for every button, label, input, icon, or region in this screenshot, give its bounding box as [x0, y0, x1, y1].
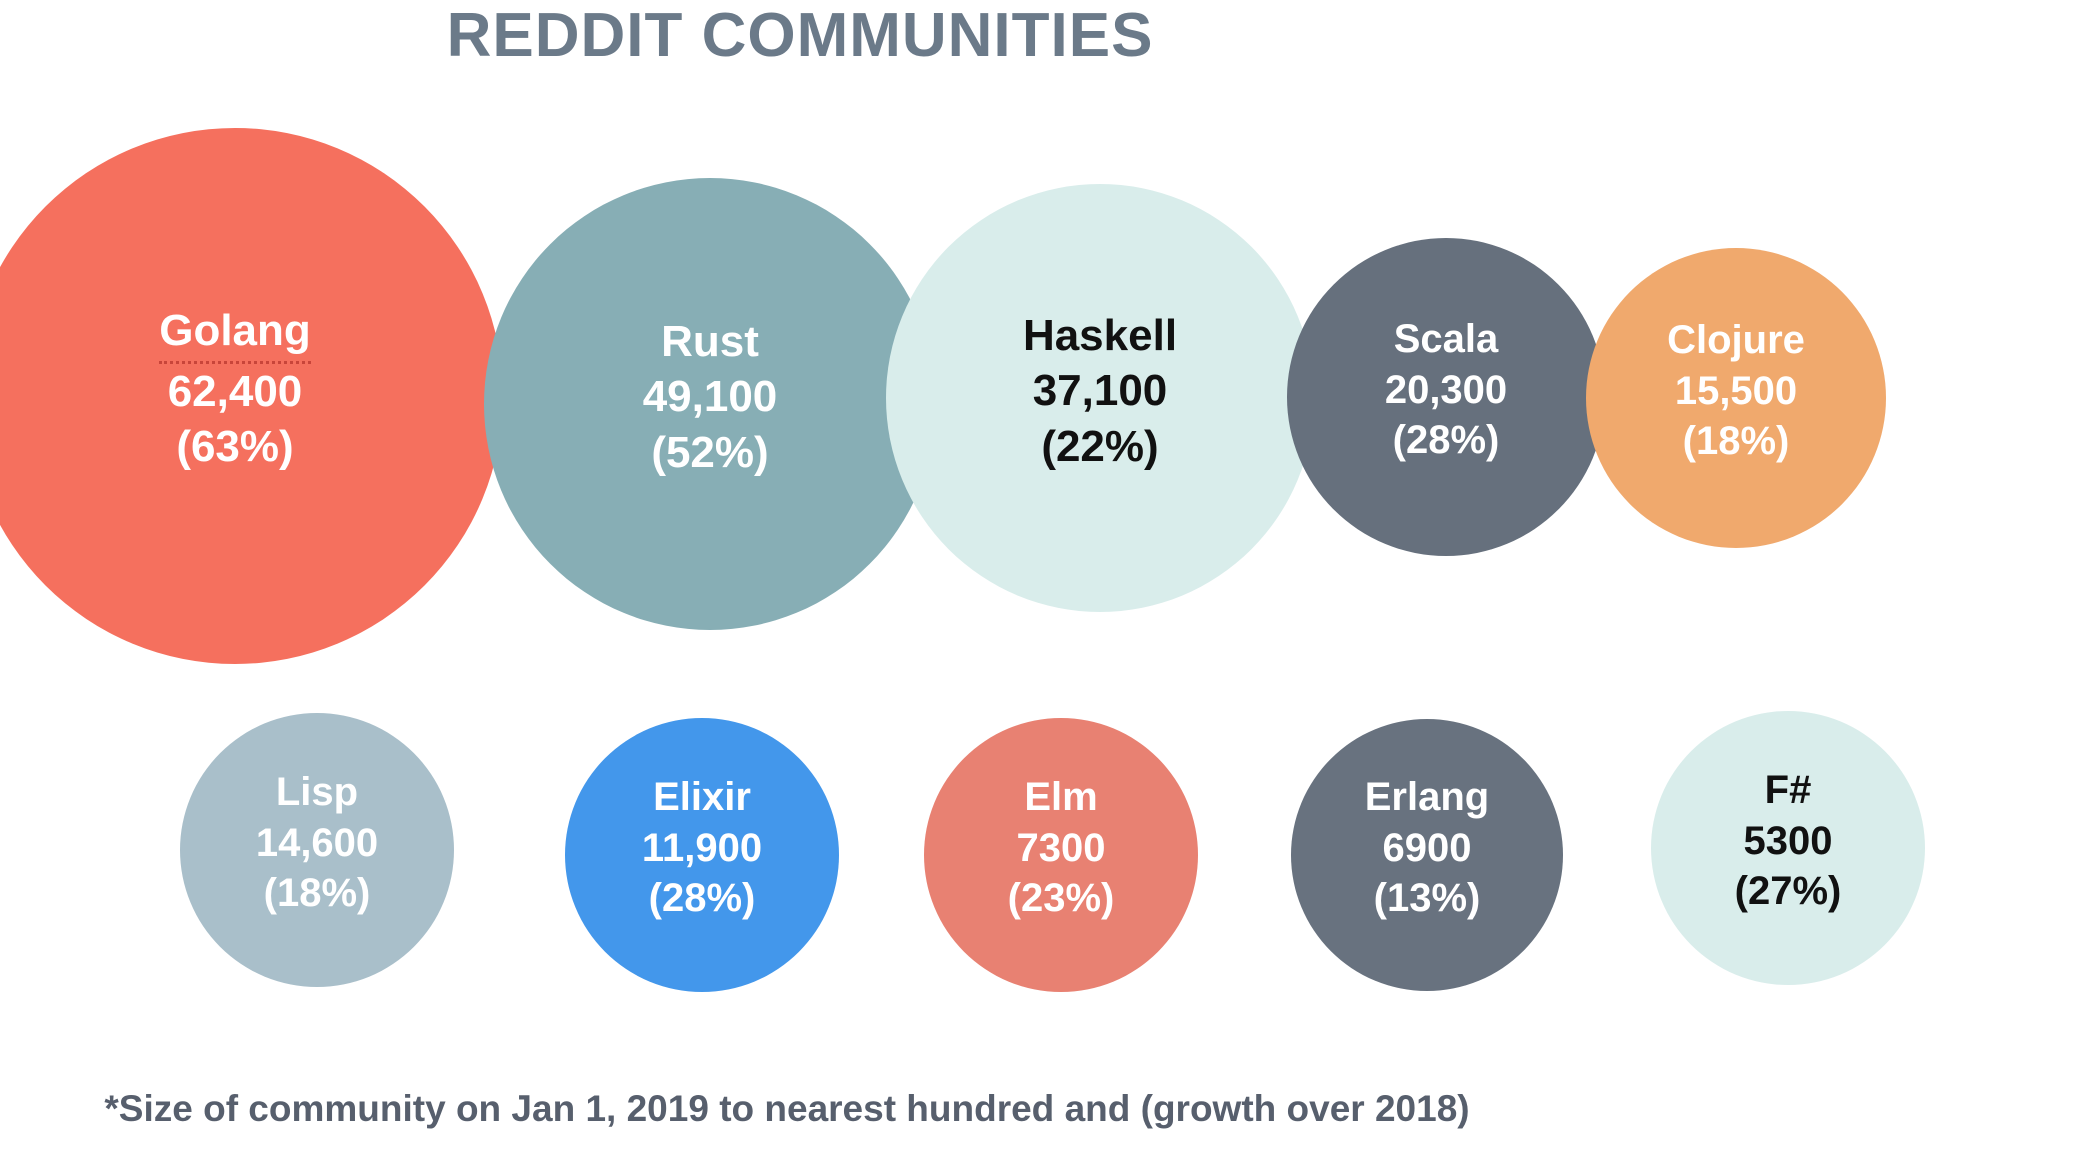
- bubble-label: Elixir: [653, 775, 751, 820]
- bubble-growth: (13%): [1373, 876, 1481, 921]
- bubble-label: F#: [1764, 768, 1812, 813]
- chart-title: REDDIT COMMUNITIES: [446, 1, 1154, 70]
- bubble-label: Rust: [661, 316, 759, 366]
- bubble-members: 14,600: [255, 820, 379, 865]
- footnote: *Size of community on Jan 1, 2019 to nea…: [104, 1088, 1470, 1129]
- bubble-elm: Elm 7300 (23%): [924, 718, 1198, 992]
- bubble-members: 37,100: [1032, 366, 1168, 416]
- bubble-f: F# 5300 (27%): [1651, 711, 1925, 985]
- bubble-haskell: Haskell 37,100 (22%): [886, 184, 1314, 612]
- bubble-growth: (18%): [263, 871, 371, 916]
- bubble-label: Haskell: [1022, 310, 1178, 360]
- bubble-members: 20,300: [1384, 367, 1508, 412]
- bubble-growth: (22%): [1041, 421, 1159, 471]
- bubble-members: 7300: [1016, 825, 1106, 870]
- bubble-rust: Rust 49,100 (52%): [484, 178, 936, 630]
- bubble-growth: (27%): [1734, 869, 1842, 914]
- bubble-growth: (63%): [176, 422, 294, 472]
- bubble-members: 5300: [1743, 818, 1833, 863]
- bubble-lisp: Lisp 14,600 (18%): [180, 713, 454, 987]
- bubble-growth: (28%): [1392, 418, 1500, 463]
- bubble-scala: Scala 20,300 (28%): [1287, 238, 1605, 556]
- bubble-growth: (28%): [648, 876, 756, 921]
- bubble-growth: (52%): [651, 427, 769, 477]
- bubble-label: Elm: [1024, 775, 1098, 820]
- bubble-erlang: Erlang 6900 (13%): [1291, 719, 1563, 991]
- bubble-label: Golang: [159, 303, 311, 364]
- bubble-elixir: Elixir 11,900 (28%): [565, 718, 839, 992]
- bubble-members: 49,100: [642, 372, 778, 422]
- bubble-clojure: Clojure 15,500 (18%): [1586, 248, 1886, 548]
- bubble-label: Scala: [1393, 317, 1499, 362]
- bubble-label: Clojure: [1667, 318, 1805, 363]
- bubble-golang: Golang 62,400 (63%): [0, 128, 503, 664]
- bubble-members: 62,400: [167, 366, 303, 416]
- bubble-growth: (23%): [1007, 876, 1115, 921]
- bubble-members: 6900: [1382, 825, 1472, 870]
- bubble-members: 11,900: [641, 825, 763, 870]
- bubble-growth: (18%): [1682, 419, 1790, 464]
- bubble-label: Erlang: [1364, 775, 1490, 820]
- bubble-label: Lisp: [275, 770, 359, 815]
- bubble-members: 15,500: [1674, 368, 1798, 413]
